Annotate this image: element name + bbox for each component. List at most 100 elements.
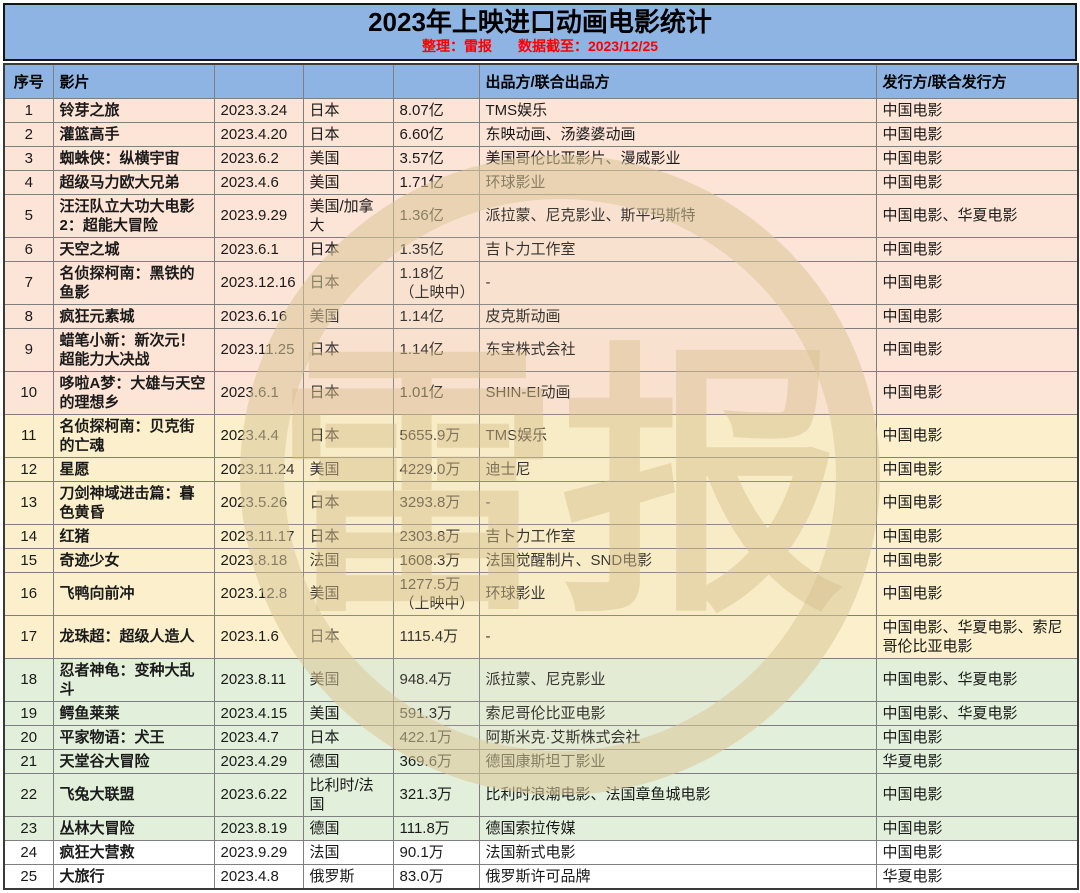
cell-title: 飞鸭向前冲	[52, 571, 215, 616]
cell-release-date: 2023.6.22	[213, 772, 304, 817]
cell-box-office: 1608.3万	[392, 547, 480, 573]
subtitle-data-cutoff: 数据截至：2023/12/25	[517, 38, 659, 54]
cell-index: 19	[3, 700, 54, 726]
cell-region: 德国	[302, 815, 394, 841]
cell-box-office: 1.36亿	[392, 193, 480, 238]
cell-box-office: 1.18亿（上映中）	[392, 260, 480, 305]
cell-index: 23	[3, 815, 54, 841]
cell-release-date: 2023.11.25	[213, 327, 304, 372]
table-row: 20 平家物语：犬王 2023.4.7 日本 422.1万 阿斯米克·艾斯株式会社 中国电影	[3, 724, 1079, 750]
cell-index: 5	[3, 193, 54, 238]
cell-release-date: 2023.4.8	[213, 863, 304, 889]
cell-box-office: 111.8万	[392, 815, 480, 841]
cell-index: 16	[3, 571, 54, 616]
cell-index: 3	[3, 145, 54, 171]
cell-title: 名侦探柯南：贝克街的亡魂	[52, 413, 215, 458]
cell-release-date: 2023.4.15	[213, 700, 304, 726]
cell-box-office: 422.1万	[392, 724, 480, 750]
cell-distributor: 中国电影	[875, 772, 1079, 817]
cell-title: 疯狂大营救	[52, 839, 215, 865]
cell-region: 日本	[302, 97, 394, 123]
table-row: 12 星愿 2023.11.24 美国 4229.0万 迪士尼 中国电影	[3, 456, 1079, 482]
cell-distributor: 中国电影、华夏电影	[875, 700, 1079, 726]
cell-release-date: 2023.11.24	[213, 456, 304, 482]
cell-region: 日本	[302, 121, 394, 147]
cell-release-date: 2023.9.29	[213, 193, 304, 238]
cell-region: 俄罗斯	[302, 863, 394, 889]
cell-region: 德国	[302, 748, 394, 774]
table-row: 14 红猪 2023.11.17 日本 2303.8万 吉卜力工作室 中国电影	[3, 523, 1079, 549]
cell-producer: TMS娱乐	[478, 413, 877, 458]
cell-producer: 俄罗斯许可品牌	[478, 863, 877, 889]
cell-index: 1	[3, 97, 54, 123]
table-row: 18 忍者神龟：变种大乱斗 2023.8.11 美国 948.4万 派拉蒙、尼克影业 中国电…	[3, 657, 1079, 702]
cell-title: 天空之城	[52, 236, 215, 262]
cell-box-office: 1.35亿	[392, 236, 480, 262]
cell-distributor: 中国电影	[875, 370, 1079, 415]
table-row: 11 名侦探柯南：贝克街的亡魂 2023.4.4 日本 5655.9万 TMS娱乐 中国电影	[3, 413, 1079, 458]
table-row: 5 汪汪队立大功大电影2：超能大冒险 2023.9.29 美国/加拿大 1.36亿 派拉蒙…	[3, 193, 1079, 238]
cell-index: 18	[3, 657, 54, 702]
cell-region: 日本	[302, 370, 394, 415]
cell-title: 星愿	[52, 456, 215, 482]
table-row: 4 超级马力欧大兄弟 2023.4.6 美国 1.71亿 环球影业 中国电影	[3, 169, 1079, 195]
cell-producer: 法国觉醒制片、SND电影	[478, 547, 877, 573]
cell-index: 8	[3, 303, 54, 329]
cell-distributor: 中国电影	[875, 523, 1079, 549]
cell-index: 12	[3, 456, 54, 482]
cell-producer: 索尼哥伦比亚电影	[478, 700, 877, 726]
cell-title: 汪汪队立大功大电影2：超能大冒险	[52, 193, 215, 238]
table-header-row: 序号 影片 出品方/联合出品方 发行方/联合发行方	[3, 63, 1079, 99]
table-row: 1 铃芽之旅 2023.3.24 日本 8.07亿 TMS娱乐 中国电影	[3, 97, 1079, 123]
cell-distributor: 中国电影	[875, 413, 1079, 458]
cell-index: 6	[3, 236, 54, 262]
cell-release-date: 2023.6.1	[213, 370, 304, 415]
cell-producer: 吉卜力工作室	[478, 523, 877, 549]
subtitle: 整理：雷报 数据截至：2023/12/25	[5, 38, 1075, 55]
cell-distributor: 中国电影	[875, 145, 1079, 171]
cell-release-date: 2023.3.24	[213, 97, 304, 123]
cell-region: 日本	[302, 724, 394, 750]
table-row: 6 天空之城 2023.6.1 日本 1.35亿 吉卜力工作室 中国电影	[3, 236, 1079, 262]
cell-title: 天堂谷大冒险	[52, 748, 215, 774]
cell-distributor: 中国电影、华夏电影	[875, 657, 1079, 702]
cell-index: 9	[3, 327, 54, 372]
column-header-index: 序号	[3, 63, 54, 99]
cell-region: 日本	[302, 413, 394, 458]
cell-box-office: 83.0万	[392, 863, 480, 889]
cell-index: 22	[3, 772, 54, 817]
cell-release-date: 2023.8.19	[213, 815, 304, 841]
cell-title: 飞兔大联盟	[52, 772, 215, 817]
cell-region: 日本	[302, 523, 394, 549]
cell-index: 24	[3, 839, 54, 865]
table-body: 1 铃芽之旅 2023.3.24 日本 8.07亿 TMS娱乐 中国电影 2 灌篮高手 2023.…	[3, 97, 1079, 889]
cell-producer: 派拉蒙、尼克影业	[478, 657, 877, 702]
cell-title: 大旅行	[52, 863, 215, 889]
cell-producer: 比利时浪潮电影、法国章鱼城电影	[478, 772, 877, 817]
cell-title: 忍者神龟：变种大乱斗	[52, 657, 215, 702]
cell-index: 11	[3, 413, 54, 458]
cell-distributor: 中国电影	[875, 839, 1079, 865]
cell-box-office: 591.3万	[392, 700, 480, 726]
cell-box-office: 1.14亿	[392, 303, 480, 329]
cell-title: 名侦探柯南：黑铁的鱼影	[52, 260, 215, 305]
cell-region: 日本	[302, 614, 394, 659]
cell-release-date: 2023.11.17	[213, 523, 304, 549]
cell-region: 比利时/法国	[302, 772, 394, 817]
table-row: 15 奇迹少女 2023.8.18 法国 1608.3万 法国觉醒制片、SND电影 中国电影	[3, 547, 1079, 573]
table-row: 25 大旅行 2023.4.8 俄罗斯 83.0万 俄罗斯许可品牌 华夏电影	[3, 863, 1079, 889]
cell-producer: 环球影业	[478, 571, 877, 616]
table-row: 2 灌篮高手 2023.4.20 日本 6.60亿 东映动画、汤婆婆动画 中国电影	[3, 121, 1079, 147]
cell-box-office: 321.3万	[392, 772, 480, 817]
cell-distributor: 中国电影	[875, 303, 1079, 329]
subtitle-prepared-by: 整理：雷报	[421, 38, 492, 54]
cell-title: 疯狂元素城	[52, 303, 215, 329]
cell-distributor: 中国电影	[875, 97, 1079, 123]
cell-release-date: 2023.4.6	[213, 169, 304, 195]
cell-index: 7	[3, 260, 54, 305]
cell-region: 美国	[302, 303, 394, 329]
cell-title: 超级马力欧大兄弟	[52, 169, 215, 195]
cell-release-date: 2023.4.29	[213, 748, 304, 774]
table-row: 10 哆啦A梦：大雄与天空的理想乡 2023.6.1 日本 1.01亿 SHIN-EI动画…	[3, 370, 1079, 415]
cell-title: 红猪	[52, 523, 215, 549]
